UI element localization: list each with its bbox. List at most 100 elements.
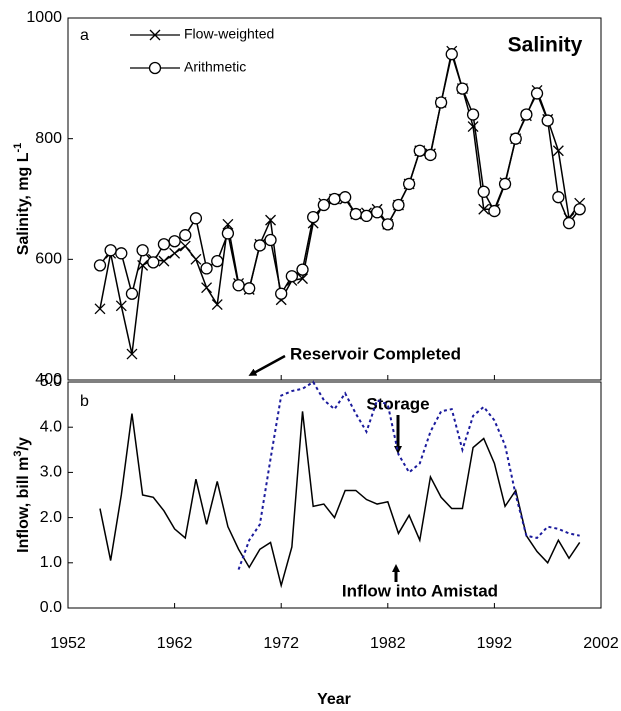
marker xyxy=(189,212,203,225)
marker xyxy=(265,214,276,226)
series-line xyxy=(99,50,581,355)
marker xyxy=(317,198,330,212)
marker xyxy=(115,247,128,260)
marker xyxy=(168,235,181,248)
marker xyxy=(520,108,533,121)
marker xyxy=(424,148,437,162)
series-line xyxy=(237,380,580,570)
marker xyxy=(381,218,394,231)
x-tick-label: 1952 xyxy=(50,635,86,652)
y-tick-label: 400 xyxy=(35,371,62,388)
marker xyxy=(211,254,224,268)
marker xyxy=(169,247,181,259)
marker xyxy=(307,210,320,224)
x-tick-label: 1972 xyxy=(263,635,299,652)
marker xyxy=(552,191,565,204)
y-label-text: Inflow, bill m xyxy=(15,457,32,553)
y-tick-label: 1000 xyxy=(26,9,62,26)
marker xyxy=(562,216,576,230)
annotation-arrow xyxy=(248,354,286,376)
marker xyxy=(339,191,352,204)
panel-label: b xyxy=(80,393,89,410)
plot-frame xyxy=(67,381,602,609)
legend-label: Arithmetic xyxy=(184,59,246,75)
marker xyxy=(467,121,479,133)
y-axis-label: Inflow, bill m3/y xyxy=(12,437,32,553)
marker xyxy=(126,348,138,360)
panel-label: a xyxy=(80,27,89,44)
series-line xyxy=(99,411,581,589)
marker xyxy=(148,61,162,75)
marker xyxy=(456,82,469,95)
marker xyxy=(370,206,384,219)
marker xyxy=(222,218,234,230)
y-tick-label: 600 xyxy=(35,251,62,268)
marker xyxy=(149,29,161,41)
x-tick-label: 1982 xyxy=(370,635,406,652)
marker xyxy=(125,287,139,300)
marker xyxy=(94,303,106,315)
series-line xyxy=(99,51,581,296)
marker xyxy=(147,256,160,269)
marker xyxy=(434,96,448,109)
marker xyxy=(275,287,288,300)
marker xyxy=(478,203,490,215)
marker xyxy=(413,144,426,157)
marker xyxy=(349,207,362,221)
y-tick-label: 1.0 xyxy=(40,554,62,571)
marker xyxy=(477,185,490,198)
marker xyxy=(488,204,501,218)
marker xyxy=(158,255,170,267)
marker xyxy=(264,233,277,247)
marker xyxy=(530,87,544,100)
y-label-suffix: /y xyxy=(15,437,32,450)
marker xyxy=(115,300,127,312)
marker xyxy=(296,263,309,276)
y-label-text: Salinity, mg L xyxy=(15,152,32,255)
marker xyxy=(136,244,149,257)
marker xyxy=(253,239,267,252)
marker xyxy=(201,282,213,294)
marker xyxy=(93,259,107,272)
marker xyxy=(243,282,256,295)
marker xyxy=(498,177,512,191)
marker xyxy=(104,244,117,257)
y-tick-label: 3.0 xyxy=(40,464,62,481)
chart-title: Salinity xyxy=(508,34,583,57)
x-tick-label: 1992 xyxy=(477,635,513,652)
marker xyxy=(509,132,522,145)
marker xyxy=(297,273,308,285)
marker xyxy=(285,270,299,283)
y-label-sup: -1 xyxy=(12,143,24,153)
marker xyxy=(445,48,458,61)
annotation: Reservoir Completed xyxy=(290,344,461,363)
marker xyxy=(157,238,171,251)
marker xyxy=(573,203,586,216)
series-label: Inflow into Amistad xyxy=(342,581,498,600)
y-tick-label: 0.0 xyxy=(40,599,62,616)
y-tick-label: 5.0 xyxy=(40,373,62,390)
marker xyxy=(328,192,341,206)
marker xyxy=(179,240,191,252)
x-tick-label: 1962 xyxy=(157,635,193,652)
marker xyxy=(200,262,213,275)
marker xyxy=(179,229,192,242)
y-axis-label: Salinity, mg L-1 xyxy=(12,143,32,256)
plot-frame xyxy=(67,17,602,381)
y-label-sup: 3 xyxy=(12,450,24,456)
y-tick-label: 4.0 xyxy=(40,418,62,435)
series-label: Storage xyxy=(366,394,429,413)
y-tick-label: 2.0 xyxy=(40,509,62,526)
marker xyxy=(466,108,480,121)
marker xyxy=(360,209,373,223)
marker xyxy=(402,177,416,191)
marker xyxy=(541,114,554,127)
marker xyxy=(211,299,223,311)
marker xyxy=(221,227,235,240)
marker xyxy=(392,198,405,212)
legend-label: Flow-weighted xyxy=(184,26,274,42)
y-tick-label: 800 xyxy=(35,130,62,147)
marker xyxy=(232,279,245,292)
